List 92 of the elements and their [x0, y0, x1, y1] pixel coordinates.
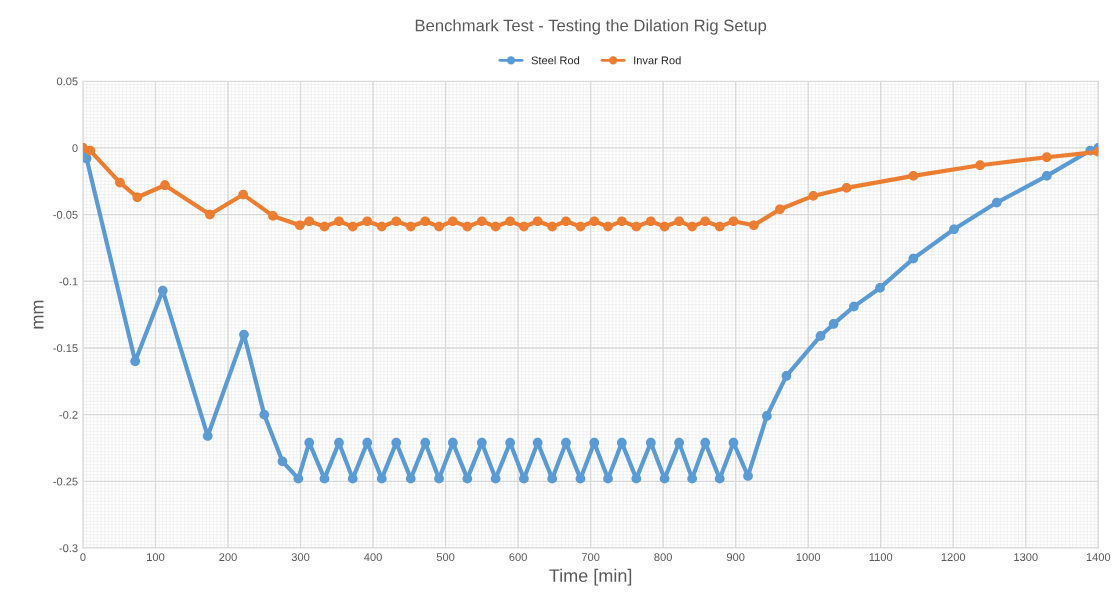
point [687, 221, 698, 232]
point [781, 371, 792, 381]
x-tick-label: 1300 [1014, 553, 1038, 562]
point [205, 209, 215, 220]
point [728, 216, 739, 227]
y-tick-label: 0.05 [56, 77, 78, 86]
point [700, 216, 711, 227]
point [490, 221, 501, 232]
y-tick-label: -0.1 [59, 277, 78, 286]
point [115, 177, 125, 188]
point [1041, 171, 1052, 181]
x-tick-label: 1100 [869, 553, 893, 562]
point [575, 221, 586, 232]
point [420, 216, 431, 227]
x-tick-label: 300 [291, 553, 310, 562]
point [130, 356, 141, 367]
point [334, 216, 344, 227]
point [674, 216, 684, 227]
x-tick-label: 700 [581, 553, 600, 562]
x-tick-label: 400 [364, 553, 382, 562]
point [202, 431, 213, 441]
y-axis-title: mm [33, 300, 44, 329]
point [714, 221, 725, 232]
point [748, 220, 759, 231]
point [405, 221, 416, 232]
point [841, 183, 852, 193]
point [238, 189, 249, 200]
x-tick-label: 0 [80, 553, 86, 562]
point [132, 192, 143, 203]
point [908, 171, 919, 181]
point [259, 409, 270, 420]
point [991, 197, 1002, 208]
x-tick-label: 1200 [941, 553, 966, 562]
point [808, 191, 819, 201]
point [391, 216, 402, 227]
y-tick-label: -0.2 [59, 410, 78, 419]
x-tick-label: 900 [726, 553, 745, 562]
chart-title: Benchmark Test - Testing the Dilation Rig Setup [415, 19, 767, 35]
point [949, 224, 959, 235]
point [743, 471, 753, 481]
point [268, 211, 278, 221]
point [85, 145, 96, 156]
point [376, 221, 387, 232]
x-tick-label: 600 [509, 553, 527, 562]
x-tick-label: 100 [147, 553, 165, 562]
point [519, 221, 529, 232]
point [645, 216, 656, 227]
point [975, 160, 985, 171]
point [603, 221, 613, 232]
y-tick-label: 0 [72, 144, 78, 153]
point [505, 216, 515, 227]
point [659, 221, 670, 232]
point [631, 221, 642, 232]
point [547, 221, 558, 232]
point [775, 204, 785, 215]
point [908, 253, 919, 264]
point [532, 216, 543, 227]
point [875, 283, 885, 293]
x-axis-title: Time [min] [549, 568, 632, 586]
point [239, 329, 249, 340]
point [293, 473, 304, 484]
point [82, 153, 92, 164]
y-tick-label: -0.25 [53, 477, 78, 486]
point [828, 319, 839, 329]
point [1041, 152, 1052, 163]
x-tick-label: 200 [219, 553, 237, 562]
point [434, 221, 444, 232]
y-tick-label: -0.15 [53, 344, 78, 353]
point [347, 221, 358, 232]
point [462, 221, 473, 232]
legend-label: Invar Rod [634, 56, 681, 65]
point [160, 180, 170, 191]
x-tick-label: 1400 [1086, 553, 1111, 562]
x-tick-label: 1000 [796, 553, 821, 562]
point [447, 216, 458, 227]
point [476, 216, 487, 227]
point [304, 216, 315, 227]
point [277, 456, 288, 467]
y-tick-label: -0.3 [59, 544, 78, 553]
point [849, 301, 859, 312]
point [294, 220, 305, 231]
point [616, 216, 627, 227]
x-tick-label: 500 [436, 553, 455, 562]
point [561, 216, 571, 227]
point [761, 411, 772, 421]
point [362, 216, 373, 227]
point [319, 221, 330, 232]
point [589, 216, 600, 227]
point [815, 331, 826, 341]
y-tick-label: -0.05 [53, 210, 78, 219]
legend-label: Steel Rod [531, 56, 580, 65]
x-tick-label: 800 [654, 553, 672, 562]
